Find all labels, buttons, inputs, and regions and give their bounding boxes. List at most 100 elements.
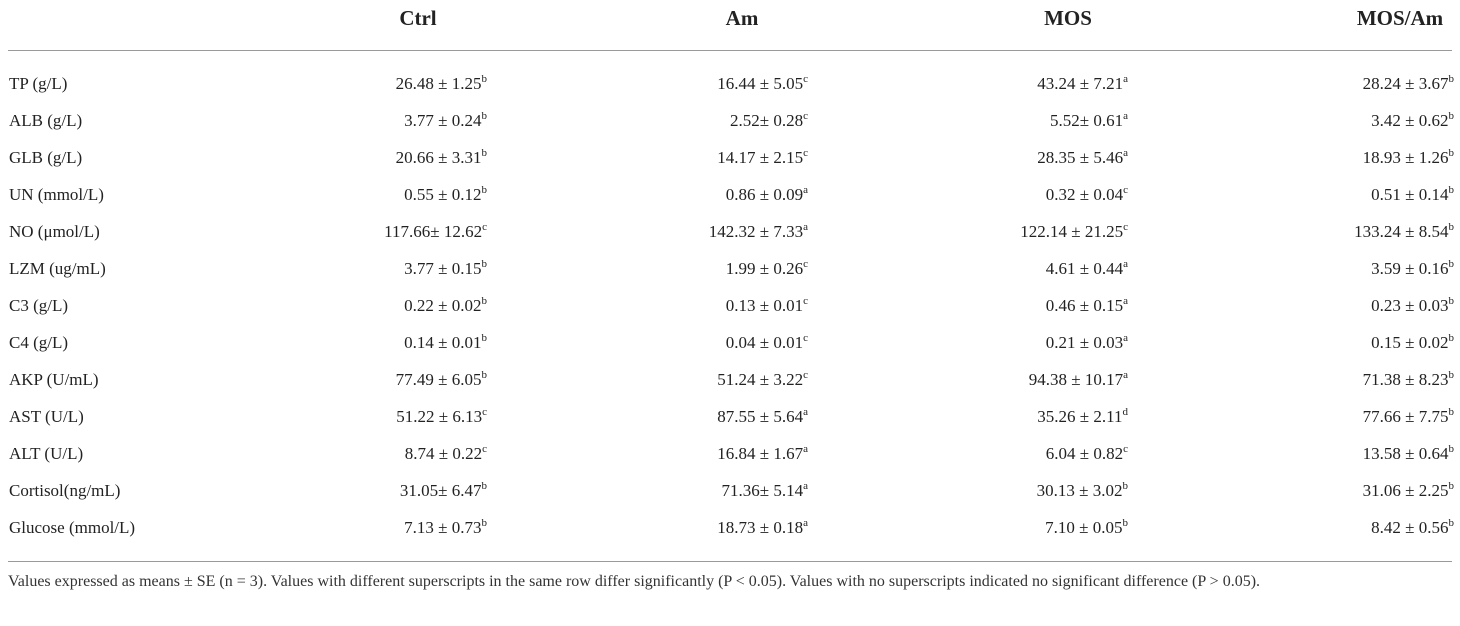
significance-letter: b xyxy=(481,73,488,85)
value-cell: 0.86 ± 0.09a xyxy=(726,183,808,207)
value-text: 2.52± 0.28 xyxy=(730,111,804,130)
significance-letter: c xyxy=(1123,184,1128,196)
value-text: 8.42 ± 0.56 xyxy=(1371,518,1449,537)
value-cell: 142.32 ± 7.33a xyxy=(709,220,808,244)
value-cell: 0.46 ± 0.15a xyxy=(1046,294,1128,318)
value-cell: 51.24 ± 3.22c xyxy=(717,368,808,392)
value-text: 0.23 ± 0.03 xyxy=(1371,296,1449,315)
significance-letter: b xyxy=(1448,110,1455,122)
row-label: C4 (g/L) xyxy=(9,333,69,352)
value-cell: 28.35 ± 5.46a xyxy=(1037,146,1128,170)
value-text: 0.51 ± 0.14 xyxy=(1371,185,1449,204)
value-text: 20.66 ± 3.31 xyxy=(395,148,482,167)
value-text: 5.52± 0.61 xyxy=(1050,111,1124,130)
value-cell: 77.66 ± 7.75b xyxy=(1363,405,1454,429)
value-text: 30.13 ± 3.02 xyxy=(1036,481,1123,500)
significance-letter: c xyxy=(803,258,808,270)
value-cell: 14.17 ± 2.15c xyxy=(717,146,808,170)
significance-letter: a xyxy=(1123,369,1128,381)
value-text: 0.46 ± 0.15 xyxy=(1045,296,1124,315)
row-label: TP (g/L) xyxy=(9,74,68,93)
value-cell: 94.38 ± 10.17a xyxy=(1029,368,1128,392)
significance-letter: a xyxy=(803,221,808,233)
value-cell: 43.24 ± 7.21a xyxy=(1037,72,1128,96)
value-text: 3.42 ± 0.62 xyxy=(1371,111,1449,130)
value-cell: 4.61 ± 0.44a xyxy=(1046,257,1128,281)
significance-letter: b xyxy=(1448,480,1455,492)
value-text: 16.84 ± 1.67 xyxy=(717,444,804,463)
bottom-rule xyxy=(8,561,1452,562)
value-cell: 87.55 ± 5.64a xyxy=(717,405,808,429)
value-cell: 0.14 ± 0.01b xyxy=(404,331,487,355)
value-text: 28.24 ± 3.67 xyxy=(1362,74,1449,93)
significance-letter: b xyxy=(481,184,488,196)
footnote: Values expressed as means ± SE (n = 3). … xyxy=(8,573,1261,590)
value-text: 8.74 ± 0.22 xyxy=(404,444,483,463)
value-cell: 30.13 ± 3.02b xyxy=(1037,479,1128,503)
significance-letter: c xyxy=(482,443,487,455)
value-text: 14.17 ± 2.15 xyxy=(717,148,804,167)
value-cell: 31.06 ± 2.25b xyxy=(1363,479,1454,503)
significance-letter: c xyxy=(482,221,487,233)
significance-letter: c xyxy=(803,73,808,85)
value-cell: 133.24 ± 8.54b xyxy=(1354,220,1454,244)
value-text: 31.05± 6.47 xyxy=(399,481,482,500)
value-cell: 0.22 ± 0.02b xyxy=(404,294,487,318)
significance-letter: b xyxy=(481,369,488,381)
significance-letter: b xyxy=(1448,221,1455,233)
value-cell: 77.49 ± 6.05b xyxy=(396,368,487,392)
value-text: 0.04 ± 0.01 xyxy=(725,333,804,352)
value-text: 43.24 ± 7.21 xyxy=(1037,74,1124,93)
value-text: 0.14 ± 0.01 xyxy=(404,333,482,352)
value-text: 0.22 ± 0.02 xyxy=(404,296,482,315)
value-cell: 122.14 ± 21.25c xyxy=(1020,220,1128,244)
column-header: Ctrl xyxy=(399,6,437,30)
value-text: 7.10 ± 0.05 xyxy=(1045,518,1123,537)
significance-letter: c xyxy=(482,406,487,418)
significance-letter: b xyxy=(1122,517,1129,529)
value-text: 0.55 ± 0.12 xyxy=(404,185,482,204)
significance-letter: a xyxy=(803,406,808,418)
significance-letter: b xyxy=(1448,369,1455,381)
value-cell: 1.99 ± 0.26c xyxy=(726,257,808,281)
significance-letter: b xyxy=(481,332,488,344)
value-cell: 3.42 ± 0.62b xyxy=(1371,109,1454,133)
significance-letter: c xyxy=(1123,221,1128,233)
value-cell: 0.15 ± 0.02b xyxy=(1371,331,1454,355)
value-text: 3.77 ± 0.15 xyxy=(404,259,482,278)
significance-letter: a xyxy=(803,443,808,455)
value-cell: 8.74 ± 0.22c xyxy=(405,442,487,466)
value-text: 28.35 ± 5.46 xyxy=(1037,148,1124,167)
value-cell: 0.51 ± 0.14b xyxy=(1371,183,1454,207)
significance-letter: b xyxy=(1448,295,1455,307)
value-cell: 18.93 ± 1.26b xyxy=(1363,146,1454,170)
significance-letter: b xyxy=(1448,258,1455,270)
significance-letter: c xyxy=(803,110,808,122)
value-text: 35.26 ± 2.11 xyxy=(1037,407,1123,426)
significance-letter: b xyxy=(1448,517,1455,529)
value-text: 3.77 ± 0.24 xyxy=(404,111,482,130)
significance-letter: c xyxy=(803,332,808,344)
value-cell: 13.58 ± 0.64b xyxy=(1363,442,1454,466)
significance-letter: c xyxy=(803,147,808,159)
significance-letter: a xyxy=(803,517,808,529)
value-text: 6.04 ± 0.82 xyxy=(1045,444,1124,463)
significance-letter: b xyxy=(481,258,488,270)
value-cell: 3.59 ± 0.16b xyxy=(1371,257,1454,281)
significance-letter: d xyxy=(1122,406,1129,418)
value-cell: 2.52± 0.28c xyxy=(730,109,808,133)
value-text: 1.99 ± 0.26 xyxy=(725,259,804,278)
value-text: 94.38 ± 10.17 xyxy=(1028,370,1124,389)
significance-letter: c xyxy=(803,295,808,307)
value-cell: 16.44 ± 5.05c xyxy=(717,72,808,96)
value-text: 51.24 ± 3.22 xyxy=(717,370,804,389)
value-cell: 0.55 ± 0.12b xyxy=(404,183,487,207)
value-cell: 6.04 ± 0.82c xyxy=(1046,442,1128,466)
significance-letter: b xyxy=(481,517,488,529)
value-text: 117.66± 12.62 xyxy=(384,222,483,241)
row-label: AKP (U/mL) xyxy=(9,370,99,389)
value-text: 31.06 ± 2.25 xyxy=(1362,481,1449,500)
value-cell: 71.36± 5.14a xyxy=(722,479,808,503)
value-cell: 20.66 ± 3.31b xyxy=(396,146,487,170)
significance-letter: c xyxy=(803,369,808,381)
